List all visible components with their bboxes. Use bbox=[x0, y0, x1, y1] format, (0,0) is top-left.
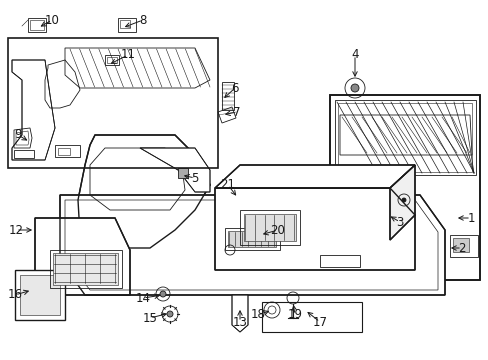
Polygon shape bbox=[78, 135, 209, 248]
Bar bbox=[20, 275, 60, 315]
Bar bbox=[55, 145, 80, 157]
Bar bbox=[28, 18, 46, 32]
Bar bbox=[449, 235, 477, 257]
Polygon shape bbox=[329, 95, 479, 280]
Text: 5: 5 bbox=[191, 171, 198, 184]
Text: 9: 9 bbox=[14, 129, 21, 141]
Polygon shape bbox=[215, 165, 414, 188]
Polygon shape bbox=[12, 60, 55, 160]
Polygon shape bbox=[389, 165, 414, 240]
Text: 6: 6 bbox=[231, 81, 238, 94]
Bar bbox=[262, 302, 361, 332]
Text: 4: 4 bbox=[350, 49, 358, 62]
Bar bbox=[107, 57, 117, 63]
Text: 3: 3 bbox=[395, 216, 403, 229]
Polygon shape bbox=[140, 148, 209, 192]
Text: 21: 21 bbox=[220, 179, 235, 192]
Polygon shape bbox=[35, 218, 130, 295]
Bar bbox=[58, 148, 70, 155]
Bar bbox=[14, 150, 34, 158]
Circle shape bbox=[350, 84, 358, 92]
Text: 20: 20 bbox=[270, 224, 285, 237]
Text: 12: 12 bbox=[8, 224, 23, 237]
Text: 11: 11 bbox=[120, 49, 135, 62]
Bar bbox=[105, 55, 119, 65]
Polygon shape bbox=[60, 195, 444, 295]
Text: 17: 17 bbox=[312, 315, 327, 328]
Circle shape bbox=[385, 211, 393, 219]
Bar bbox=[53, 253, 118, 285]
Circle shape bbox=[366, 172, 372, 178]
Text: 16: 16 bbox=[7, 288, 22, 302]
Text: 10: 10 bbox=[44, 13, 60, 27]
Bar bbox=[118, 18, 136, 32]
Bar bbox=[240, 210, 299, 245]
Bar bbox=[452, 238, 468, 252]
Text: 14: 14 bbox=[135, 292, 150, 305]
Text: 15: 15 bbox=[142, 311, 157, 324]
Bar bbox=[244, 214, 295, 241]
Text: 19: 19 bbox=[287, 309, 302, 321]
Text: 2: 2 bbox=[457, 242, 465, 255]
Bar bbox=[120, 20, 130, 28]
Bar bbox=[178, 168, 187, 178]
Bar bbox=[227, 231, 275, 247]
Polygon shape bbox=[231, 295, 247, 332]
Text: 13: 13 bbox=[232, 315, 247, 328]
Bar bbox=[8, 38, 218, 168]
Bar bbox=[15, 270, 65, 320]
Circle shape bbox=[160, 291, 165, 297]
Circle shape bbox=[401, 198, 405, 202]
Text: 1: 1 bbox=[467, 211, 474, 225]
Bar bbox=[319, 255, 359, 267]
Circle shape bbox=[167, 311, 173, 317]
Text: 7: 7 bbox=[233, 105, 240, 118]
Text: 8: 8 bbox=[139, 13, 146, 27]
Bar bbox=[30, 20, 44, 30]
Bar bbox=[50, 250, 122, 288]
Polygon shape bbox=[215, 188, 414, 270]
Bar bbox=[224, 228, 280, 250]
Text: 18: 18 bbox=[250, 309, 265, 321]
